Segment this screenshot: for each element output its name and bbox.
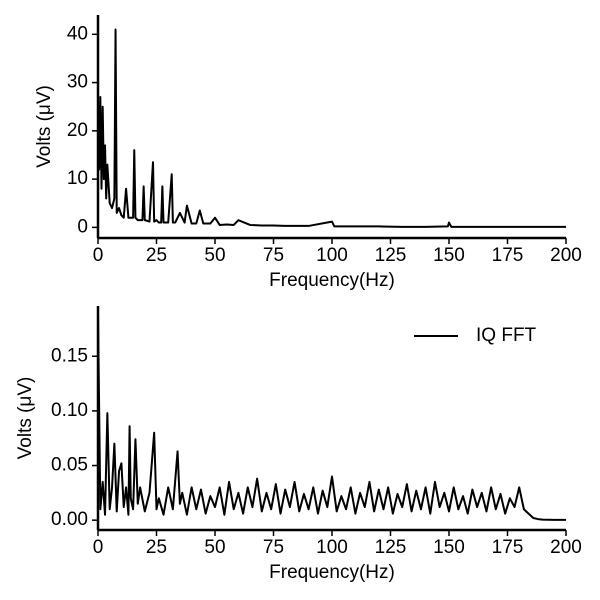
x-tick-label: 150 (433, 537, 465, 558)
x-tick-label: 25 (146, 537, 167, 558)
y-axis-label: Volts (μV) (34, 85, 55, 168)
y-tick-label: 0.05 (51, 455, 88, 476)
y-tick-label: 30 (67, 72, 88, 93)
y-tick-label: 0.00 (51, 509, 88, 530)
x-tick-label: 150 (433, 245, 465, 266)
x-tick-label: 50 (204, 245, 225, 266)
x-tick-label: 200 (550, 537, 582, 558)
x-tick-label: 0 (93, 245, 104, 266)
x-tick-label: 75 (263, 245, 284, 266)
x-axis-label: Frequency(Hz) (269, 270, 395, 291)
x-tick-label: 125 (375, 537, 407, 558)
y-tick-label: 0.15 (51, 345, 88, 366)
x-tick-label: 200 (550, 245, 582, 266)
data-line (97, 28, 566, 228)
y-tick-label: 10 (67, 168, 88, 189)
x-tick-label: 0 (93, 537, 104, 558)
x-tick-label: 100 (316, 537, 348, 558)
x-axis-label: Frequency(Hz) (269, 562, 395, 583)
x-tick-label: 50 (204, 537, 225, 558)
y-tick-label: 0.10 (51, 400, 88, 421)
x-tick-label: 25 (146, 245, 167, 266)
x-tick-label: 175 (492, 245, 524, 266)
y-axis-label: Volts (μV) (15, 377, 36, 460)
x-tick-label: 100 (316, 245, 348, 266)
data-line (97, 312, 566, 521)
y-tick-label: 40 (67, 23, 88, 44)
x-tick-label: 175 (492, 537, 524, 558)
legend-label: IQ FFT (476, 325, 537, 346)
x-tick-label: 125 (375, 245, 407, 266)
x-tick-label: 75 (263, 537, 284, 558)
y-tick-label: 0 (77, 216, 88, 237)
y-tick-label: 20 (67, 120, 88, 141)
